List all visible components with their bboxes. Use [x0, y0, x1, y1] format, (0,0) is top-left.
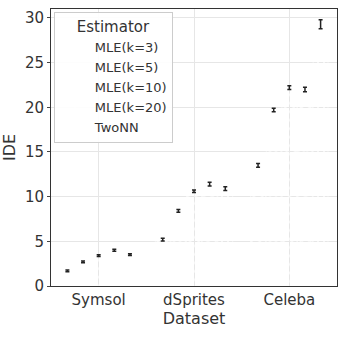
- svg-text:10: 10: [25, 188, 44, 206]
- svg-text:Estimator: Estimator: [77, 18, 150, 36]
- svg-text:dSprites: dSprites: [163, 291, 225, 309]
- svg-text:15: 15: [25, 143, 44, 161]
- svg-text:MLE(k=20): MLE(k=20): [95, 100, 167, 115]
- svg-text:25: 25: [25, 54, 44, 72]
- svg-text:30: 30: [25, 9, 44, 27]
- svg-text:Symsol: Symsol: [72, 291, 126, 309]
- svg-text:Dataset: Dataset: [163, 309, 226, 328]
- svg-text:MLE(k=10): MLE(k=10): [95, 80, 167, 95]
- svg-text:MLE(k=3): MLE(k=3): [95, 40, 159, 55]
- svg-text:TwoNN: TwoNN: [94, 120, 139, 135]
- svg-text:20: 20: [25, 99, 44, 117]
- svg-text:0: 0: [34, 277, 44, 295]
- svg-text:IDE: IDE: [0, 134, 19, 161]
- svg-text:Celeba: Celeba: [263, 291, 315, 309]
- svg-text:5: 5: [34, 233, 44, 251]
- svg-text:MLE(k=5): MLE(k=5): [95, 60, 159, 75]
